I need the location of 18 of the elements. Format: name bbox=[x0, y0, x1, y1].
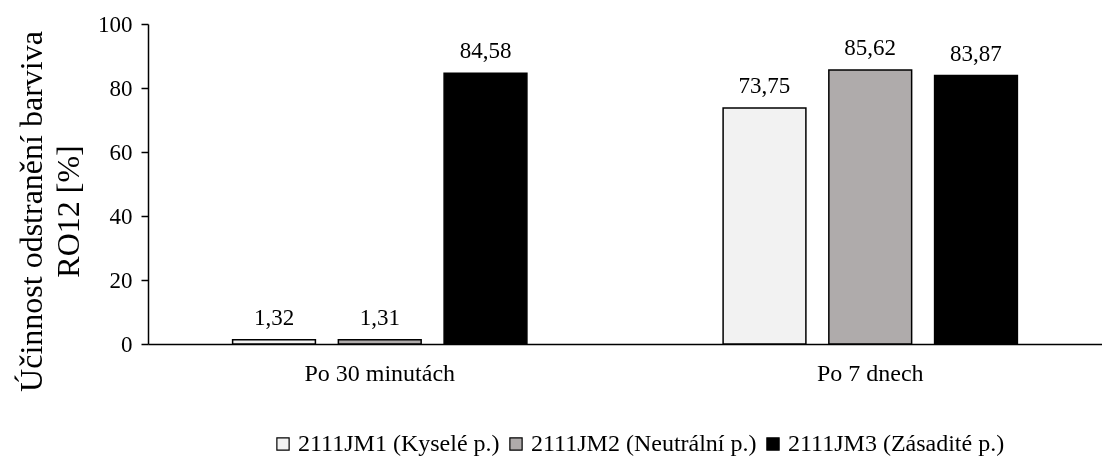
y-tick-label: 0 bbox=[121, 331, 133, 357]
y-tick-label: 60 bbox=[109, 139, 133, 165]
data-label: 84,58 bbox=[459, 38, 512, 64]
x-tick-label: Po 7 dnech bbox=[816, 359, 924, 386]
data-label: 83,87 bbox=[950, 40, 1002, 66]
y-tick-label: 100 bbox=[98, 11, 133, 37]
x-tick-label: Po 30 minutách bbox=[304, 359, 456, 386]
data-label: 85,62 bbox=[844, 35, 897, 61]
y-axis-title: Účinnost odstranění barviva RO12 [%] bbox=[12, 31, 86, 392]
legend-label: 2111JM3 (Zásadité p.) bbox=[788, 430, 1005, 456]
data-label: 1,31 bbox=[359, 304, 400, 330]
legend-label: 2111JM2 (Neutrální p.) bbox=[531, 430, 757, 456]
data-label: 73,75 bbox=[738, 73, 791, 98]
data-label: 1,32 bbox=[253, 304, 295, 330]
y-tick-label: 80 bbox=[109, 75, 133, 101]
y-tick-label: 40 bbox=[109, 203, 133, 229]
y-tick-label: 20 bbox=[109, 267, 133, 293]
legend-label: 2111JM1 (Kyselé p.) bbox=[298, 430, 500, 456]
